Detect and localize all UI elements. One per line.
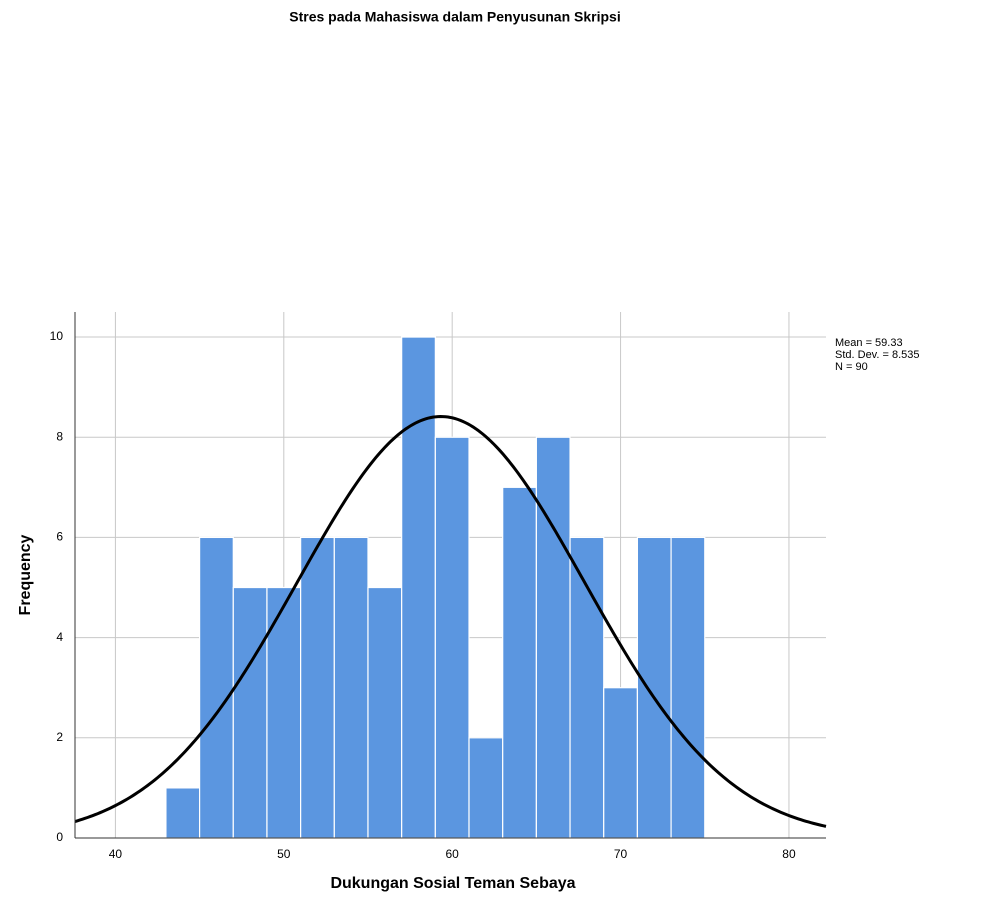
bar [166,788,200,838]
y-tick-label: 2 [56,730,63,744]
bar [435,437,469,838]
bar [503,487,537,838]
bar [570,537,604,838]
x-axis-label: Dukungan Sosial Teman Sebaya [330,875,575,892]
x-tick-label: 80 [782,847,796,861]
stats-sd: Std. Dev. = 8.535 [835,349,920,361]
bar [334,537,368,838]
bar [671,537,705,838]
stats-n: N = 90 [835,361,868,373]
y-tick-label: 6 [56,530,63,544]
bar [469,738,503,838]
bar [233,588,267,838]
x-tick-label: 60 [446,847,460,861]
y-tick-label: 0 [56,830,63,844]
bar [200,537,234,838]
y-tick-label: 10 [50,329,64,343]
y-tick-label: 8 [56,429,63,443]
x-tick-label: 40 [109,847,123,861]
y-tick-label: 4 [56,630,63,644]
chart: Stres pada Mahasiswa dalam Penyusunan Sk… [0,0,1005,909]
bar [368,588,402,838]
y-axis-label: Frequency [17,534,34,615]
bar [402,337,436,838]
bar [536,437,570,838]
x-tick-label: 70 [614,847,628,861]
chart-title: Stres pada Mahasiswa dalam Penyusunan Sk… [289,9,620,25]
bar [604,688,638,838]
bar [301,537,335,838]
x-tick-label: 50 [277,847,291,861]
stats-mean: Mean = 59.33 [835,337,903,349]
bar [637,537,671,838]
